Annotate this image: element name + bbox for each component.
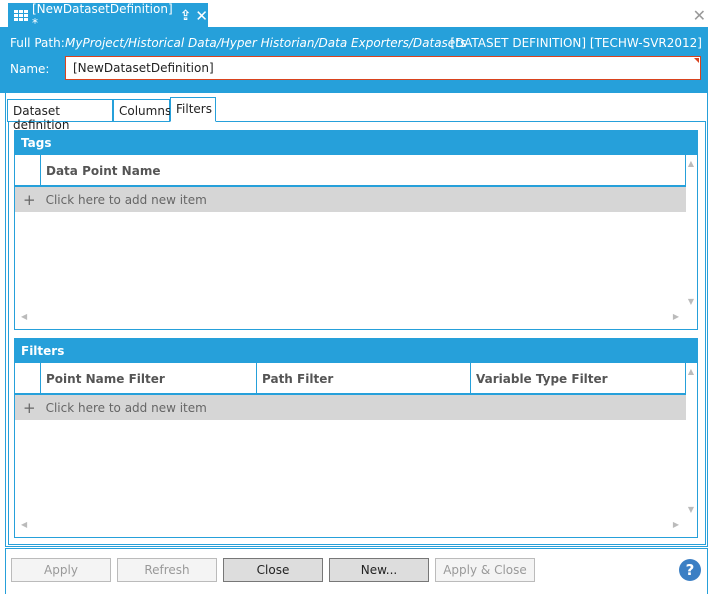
help-icon[interactable]: ? [679,559,701,581]
column-path-filter[interactable]: Path Filter [256,363,470,393]
refresh-button[interactable]: Refresh [117,558,217,582]
close-button[interactable]: Close [223,558,323,582]
row-header-cell [15,155,40,185]
column-variable-type-filter[interactable]: Variable Type Filter [470,363,685,393]
row-header-cell [15,363,40,393]
new-button[interactable]: New... [329,558,429,582]
tags-add-row[interactable]: + Click here to add new item [15,187,686,212]
filters-add-row[interactable]: + Click here to add new item [15,395,686,420]
plus-icon: + [23,190,36,209]
close-tab-icon[interactable]: ✕ [195,6,208,25]
tab-dataset-definition[interactable]: Dataset definition [7,99,113,132]
tab-columns[interactable]: Columns [113,99,171,122]
scroll-left-icon[interactable]: ◀ [21,520,28,529]
name-input[interactable]: [NewDatasetDefinition] [65,56,701,80]
tags-column-header: Data Point Name [15,155,686,187]
tags-header: Tags [15,131,697,155]
tab-panel [8,121,706,545]
full-path: MyProject/Historical Data/Hyper Historia… [65,36,467,50]
apply-close-button[interactable]: Apply & Close [435,558,535,582]
document-tab-title: [NewDatasetDefinition] * [32,1,173,30]
tab-filters[interactable]: Filters [170,97,216,122]
filters-section: Filters Point Name Filter Path Filter Va… [14,338,698,538]
scroll-down-icon[interactable]: ▼ [687,505,694,514]
add-row-label: Click here to add new item [45,192,207,207]
name-value: [NewDatasetDefinition] [73,61,214,75]
editor-frame [5,27,708,547]
scroll-right-icon[interactable]: ▶ [672,520,679,529]
scroll-up-icon[interactable]: ▲ [687,159,694,168]
column-data-point-name[interactable]: Data Point Name [40,155,685,185]
pin-icon[interactable]: ⇪ [179,7,192,24]
filters-column-header: Point Name Filter Path Filter Variable T… [15,363,686,395]
header: Full Path: MyProject/Historical Data/Hyp… [0,27,708,93]
add-row-label: Click here to add new item [45,400,207,415]
type-info: [DATASET DEFINITION] [TECHW-SVR2012] [450,36,702,50]
grid-icon [14,10,28,21]
plus-icon: + [23,398,36,417]
name-label: Name: [10,62,50,76]
validation-marker [694,58,699,63]
tags-section: Tags Data Point Name + Click here to add … [14,130,698,330]
button-bar [5,548,708,594]
document-tab[interactable]: [NewDatasetDefinition] * ⇪ ✕ [8,1,208,30]
column-point-name-filter[interactable]: Point Name Filter [40,363,256,393]
apply-button[interactable]: Apply [11,558,111,582]
close-window-icon[interactable]: ✕ [692,6,706,25]
scroll-up-icon[interactable]: ▲ [687,367,694,376]
scroll-down-icon[interactable]: ▼ [687,297,694,306]
full-path-label: Full Path: [10,36,65,50]
filters-header: Filters [15,339,697,363]
scroll-right-icon[interactable]: ▶ [672,312,679,321]
scroll-left-icon[interactable]: ◀ [21,312,28,321]
